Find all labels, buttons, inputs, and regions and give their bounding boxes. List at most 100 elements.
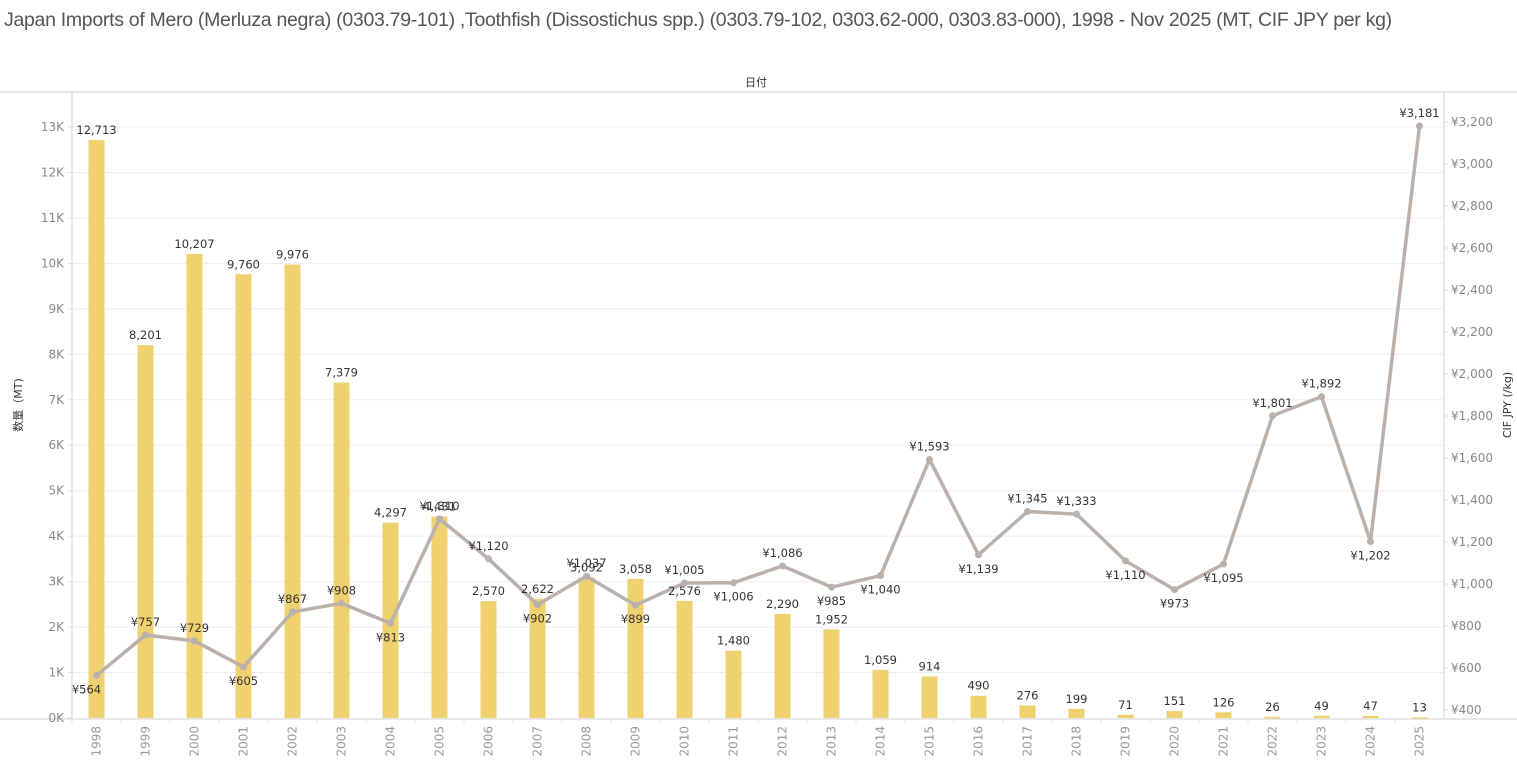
x-tick-label: 2005 (433, 726, 447, 757)
line-label: ¥1,086 (762, 546, 802, 560)
bar (725, 650, 742, 718)
bar (921, 676, 938, 718)
x-tick-label: 2020 (1168, 726, 1182, 757)
line-point (1073, 510, 1080, 518)
bar (333, 382, 350, 718)
bar-label: 4,297 (374, 506, 407, 520)
line-point (779, 562, 786, 570)
y-tick-label: 3K (48, 575, 65, 589)
x-tick-label: 2009 (629, 726, 643, 757)
y-tick-label: 8K (48, 347, 65, 361)
line-label: ¥3,181 (1399, 106, 1439, 120)
line-label: ¥908 (327, 583, 356, 597)
line-label: ¥1,345 (1007, 492, 1047, 506)
y-tick-label: 6K (48, 438, 65, 452)
line-point (289, 608, 296, 616)
line-point (485, 555, 492, 563)
gridlines (72, 126, 1444, 674)
y-tick-label: 7K (48, 393, 65, 407)
line-label: ¥605 (229, 674, 258, 688)
bar (480, 601, 497, 718)
x-tick-label: 2011 (727, 726, 741, 757)
line-series (93, 122, 1423, 680)
line-point (730, 579, 737, 587)
line-point (632, 601, 639, 609)
bar-label: 9,760 (227, 257, 260, 271)
bar (1068, 708, 1085, 718)
x-tick-label: 2021 (1217, 726, 1231, 757)
bar (1264, 716, 1281, 719)
y2-tick-label: ¥600 (1451, 661, 1482, 675)
y2-tick-label: ¥1,800 (1451, 409, 1493, 423)
bar-label: 3,058 (619, 562, 652, 576)
y2-tick-label: ¥1,400 (1451, 493, 1493, 507)
x-tick-label: 2014 (874, 726, 888, 757)
bar (676, 600, 693, 718)
y2-tick-label: ¥2,800 (1451, 199, 1493, 213)
bar-label: 276 (1017, 688, 1039, 702)
y-axis-title: 数量（MT) (12, 378, 25, 432)
x-tick-label: 2024 (1364, 726, 1378, 757)
line-label: ¥1,139 (958, 562, 998, 576)
bar-label: 47 (1363, 699, 1378, 713)
bar (137, 345, 154, 718)
y-tick-label: 9K (48, 302, 65, 316)
x-tick-label: 2000 (188, 726, 202, 757)
bar (431, 516, 448, 718)
y2-tick-label: ¥2,000 (1451, 367, 1493, 381)
bar (627, 578, 644, 718)
x-tick-label: 2001 (237, 726, 251, 757)
y2-tick-label: ¥800 (1451, 619, 1482, 633)
y-tick-label: 13K (41, 120, 65, 134)
bar (1166, 711, 1183, 718)
bar (823, 629, 840, 718)
y-tick-label: 1K (48, 666, 65, 680)
x-tick-label: 2007 (531, 726, 545, 757)
bar-label: 126 (1213, 695, 1235, 709)
y-tick-label: 2K (48, 620, 65, 634)
line-point (534, 601, 541, 609)
line-point (191, 637, 198, 645)
bar (1411, 717, 1428, 719)
bar (970, 695, 987, 718)
x-tick-label: 2017 (1021, 726, 1035, 757)
line-label: ¥1,801 (1252, 396, 1292, 410)
bar-label: 12,713 (76, 123, 116, 137)
line-label: ¥1,310 (419, 499, 459, 513)
bar-label: 199 (1066, 692, 1088, 706)
y2-tick-label: ¥3,000 (1451, 157, 1493, 171)
line-label: ¥1,333 (1056, 494, 1096, 508)
line-point (1416, 122, 1423, 130)
line-point (436, 515, 443, 523)
x-tick-label: 2025 (1413, 726, 1427, 757)
x-tick-label: 2012 (776, 726, 790, 757)
x-tick-label: 2013 (825, 726, 839, 757)
y2-tick-label: ¥1,000 (1451, 577, 1493, 591)
y-tick-label: 10K (41, 256, 65, 270)
line-label: ¥564 (72, 683, 101, 697)
line-label: ¥1,892 (1301, 377, 1341, 391)
bar (284, 264, 301, 718)
x-tick-label: 2023 (1315, 726, 1329, 757)
bar (872, 669, 889, 718)
x-tick-label: 2010 (678, 726, 692, 757)
line-point (240, 663, 247, 671)
bar-label: 49 (1314, 699, 1329, 713)
line-point (142, 631, 149, 639)
line-point (1220, 560, 1227, 568)
y2-tick-label: ¥2,200 (1451, 325, 1493, 339)
x-tick-label: 2002 (286, 726, 300, 757)
bar-label: 2,570 (472, 584, 505, 598)
line-point (681, 579, 688, 587)
x-tick-label: 2006 (482, 726, 496, 757)
line-label: ¥1,110 (1105, 568, 1145, 582)
line-point (926, 455, 933, 463)
x-tick-label: 1999 (139, 726, 153, 757)
line-label: ¥985 (817, 594, 846, 608)
bar-series (88, 140, 1428, 719)
bar (578, 577, 595, 718)
x-tick-label: 2018 (1070, 726, 1084, 757)
bar (1019, 705, 1036, 718)
bar (1313, 715, 1330, 718)
